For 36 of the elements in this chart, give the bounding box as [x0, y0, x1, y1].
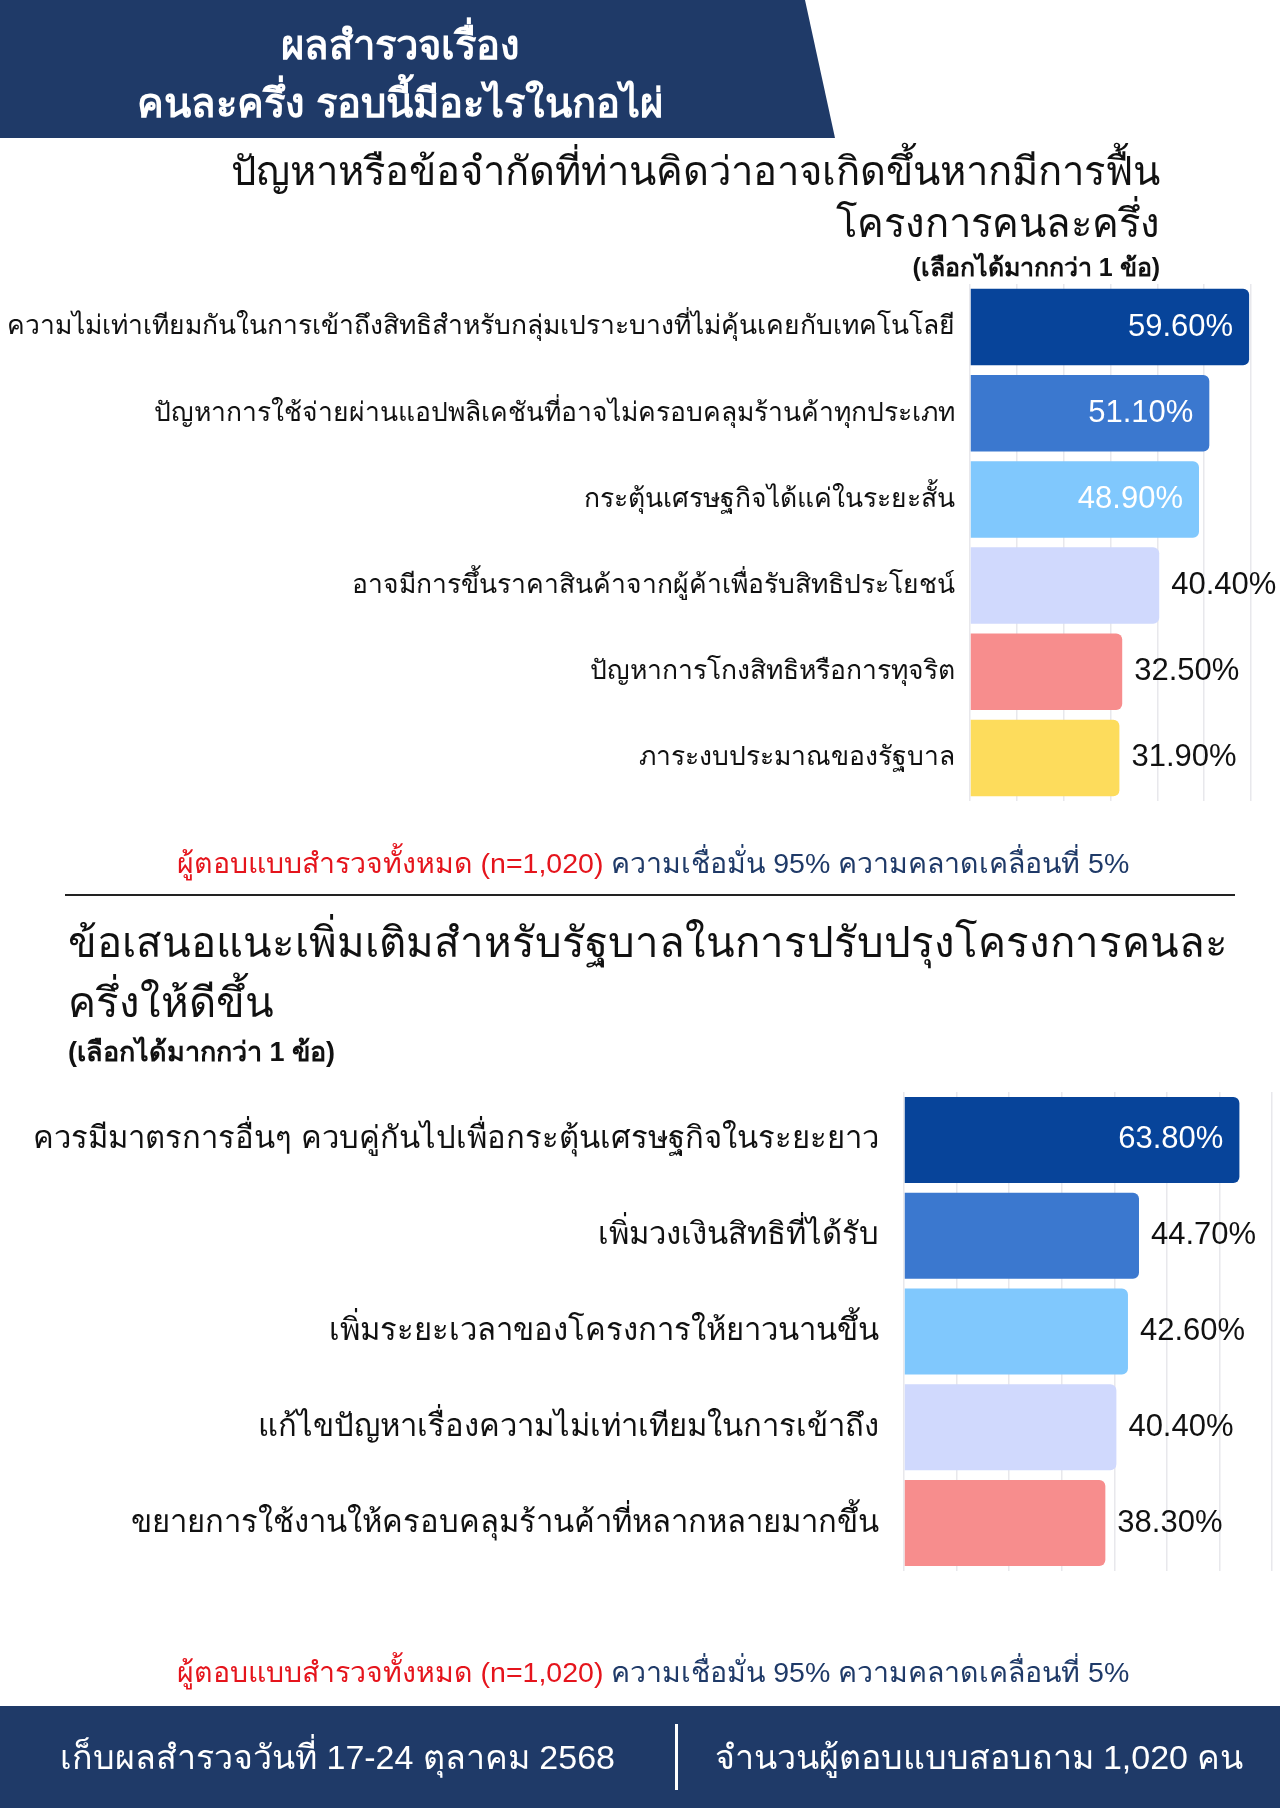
y-tick-label: ความไม่เท่าเทียมกันในการเข้าถึงสิทธิสำหรับกลุ่มเปราะบางที่ไม่คุ้นเคยกับเทคโนโลยี	[7, 307, 955, 342]
text: (เลือกได้มากกว่า 1 ข้อ)	[68, 1037, 336, 1067]
bar	[904, 1480, 1106, 1567]
bar	[970, 461, 1200, 538]
bar	[970, 374, 1210, 452]
bar	[970, 719, 1120, 797]
bar	[904, 1288, 1128, 1375]
data-label: 40.40%	[1171, 566, 1277, 602]
y-tick-label: เพิ่มวงเงินสิทธิที่ได้รับ	[598, 1212, 879, 1252]
y-tick-label: ภาระงบประมาณของรัฐบาล	[639, 741, 955, 773]
data-label: 31.90%	[1131, 738, 1237, 774]
data-label: 63.80%	[1118, 1120, 1224, 1156]
data-label: 51.10%	[1088, 393, 1194, 429]
y-tick-label: ปัญหาการใช้จ่ายผ่านแอปพลิเคชันที่อาจไม่ครอบคลุมร้านค้าทุกประเภท	[154, 393, 955, 428]
y-tick-label: ควรมีมาตรการอื่นๆ ควบคู่กันไปเพื่อกระตุ้นเศรษฐกิจในระยะยาว	[33, 1116, 879, 1158]
data-label: 32.50%	[1134, 652, 1240, 688]
data-label: 48.90%	[1077, 479, 1184, 515]
bar	[904, 1096, 1240, 1183]
data-label: 40.40%	[1128, 1407, 1234, 1443]
bar	[904, 1192, 1139, 1279]
data-label: 44.70%	[1150, 1216, 1257, 1252]
text: จำนวนผู้ตอบแบบสอบถาม 1,020 คน	[714, 1738, 1244, 1776]
bar	[904, 1384, 1117, 1471]
chart-subtitle: (เลือกได้มากกว่า 1 ข้อ)	[912, 253, 1160, 281]
y-tick-label: เพิ่มระยะเวลาของโครงการให้ยาวนานขึ้น	[329, 1307, 879, 1348]
data-label: 59.60%	[1127, 307, 1234, 343]
bar	[970, 547, 1160, 624]
y-tick-label: ขยายการใช้งานให้ครอบคลุมร้านค้าที่หลากหลายมากขึ้น	[131, 1498, 879, 1541]
bar	[970, 633, 1123, 711]
data-label: 38.30%	[1117, 1503, 1223, 1539]
y-tick-label: กระตุ้นเศรษฐกิจได้แค่ในระยะสั้น	[584, 478, 955, 514]
y-tick-label: อาจมีการขึ้นราคาสินค้าจากผู้ค้าเพื่อรับสิทธิประโยชน์	[352, 564, 955, 600]
bar	[970, 288, 1250, 366]
y-tick-label: ปัญหาการโกงสิทธิหรือการทุจริต	[590, 655, 955, 687]
y-tick-label: แก้ไขปัญหาเรื่องความไม่เท่าเทียมในการเข้าถึง	[258, 1403, 879, 1443]
data-label: 42.60%	[1139, 1312, 1246, 1348]
